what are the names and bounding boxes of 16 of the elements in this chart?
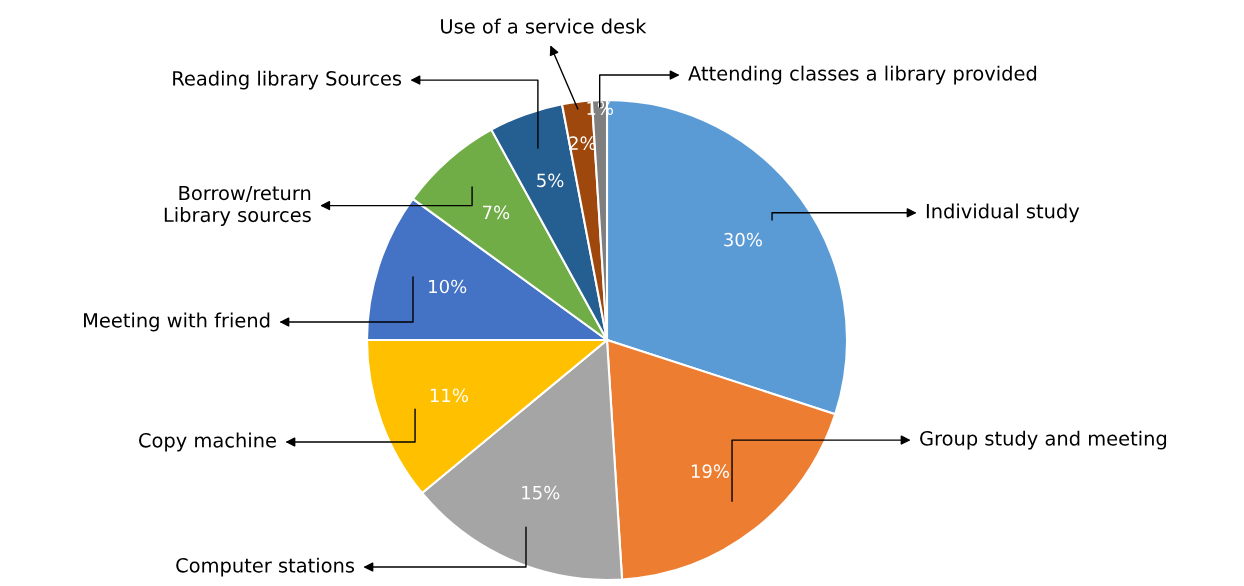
data-label: 5% xyxy=(537,173,564,188)
slice-label: Meeting with friend xyxy=(84,312,270,332)
slice-label: Copy machine xyxy=(139,432,276,452)
slice-label: Individual study xyxy=(926,203,1080,223)
data-label: 30% xyxy=(724,232,762,247)
data-label: 10% xyxy=(429,279,467,294)
slice-label: Borrow/return Library sources xyxy=(164,185,311,226)
data-label: 11% xyxy=(430,388,468,403)
data-label: 7% xyxy=(483,205,510,220)
slice-label: Group study and meeting xyxy=(920,430,1167,450)
slice-label: Use of a service desk xyxy=(441,18,647,34)
slice-label: Attending classes a library provided xyxy=(688,65,1037,85)
data-label: 19% xyxy=(691,464,730,478)
slice-label: Reading library Sources xyxy=(173,70,402,90)
data-label: 15% xyxy=(522,485,560,500)
slice-label: Computer stations xyxy=(176,557,355,577)
